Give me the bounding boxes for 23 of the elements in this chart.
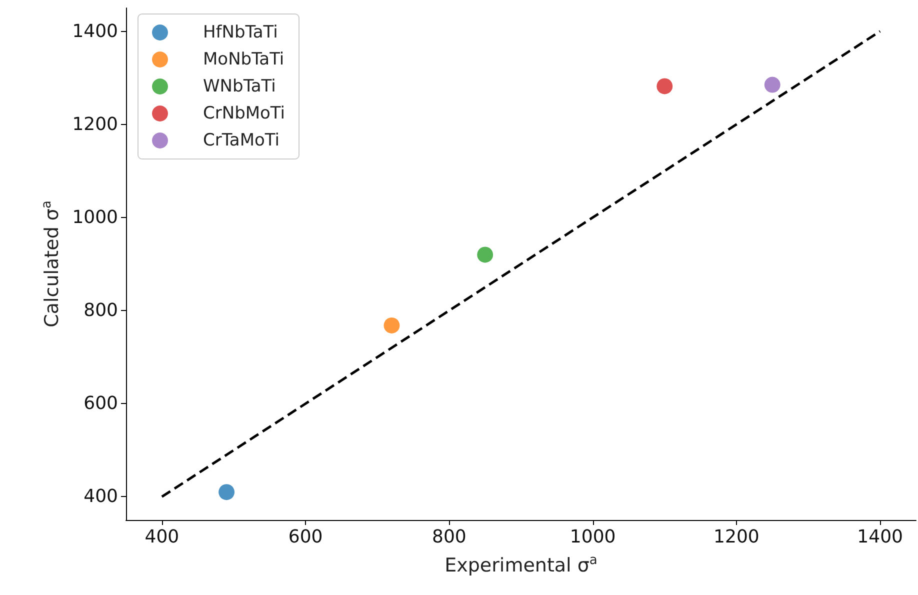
x-tick-label: 1200	[714, 526, 760, 548]
point	[384, 317, 400, 334]
point	[764, 76, 780, 93]
y-tick-label: 1400	[72, 20, 118, 42]
x-tick-label: 400	[144, 526, 180, 548]
legend-label: WNbTaTi	[203, 76, 276, 96]
y-tick-label: 600	[84, 393, 118, 414]
y-tick-label: 1000	[72, 206, 118, 228]
x-tick-label: 1000	[570, 526, 616, 548]
legend-label: HfNbTaTi	[203, 22, 278, 42]
x-tick-label: 1400	[857, 526, 903, 548]
x-tick-label: 800	[432, 526, 466, 548]
point	[218, 484, 235, 500]
x-tick-label: 600	[288, 526, 323, 548]
legend-label: MoNbTaTi	[203, 50, 284, 70]
point	[477, 246, 494, 263]
legend-label: CrTaMoTi	[203, 130, 280, 150]
y-tick-label: 1200	[72, 114, 118, 135]
legend-label: CrNbMoTi	[203, 104, 286, 124]
y-tick-label: 800	[84, 300, 118, 322]
y-tick-label: 400	[84, 486, 118, 508]
y-axis-title: Calculated σa	[39, 200, 63, 328]
point	[656, 78, 673, 94]
